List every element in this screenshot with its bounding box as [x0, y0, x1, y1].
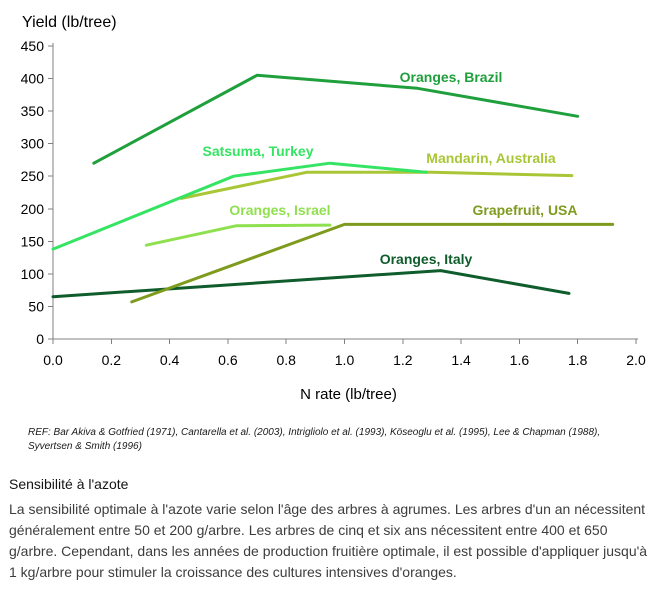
- x-axis-title: N rate (lb/tree): [300, 386, 397, 403]
- series-line-oranges-italy: [51, 269, 571, 299]
- y-tick-label: 200: [21, 201, 45, 217]
- series-label-oranges-brazil: Oranges, Brazil: [400, 69, 503, 85]
- series-label-grapefruit-usa: Grapefruit, USA: [472, 202, 577, 218]
- yield-line-chart: 0 50 100 150 200 250 300 350 400 450 0.0 0.2 0.4 0.6 0…: [21, 14, 646, 403]
- series-label-oranges-italy: Oranges, Italy: [380, 251, 473, 267]
- x-tick-label: 1.4: [451, 352, 471, 368]
- x-tick-label: 1.8: [568, 352, 588, 368]
- x-tick-label: 0.8: [276, 352, 296, 368]
- x-tick-label: 1.0: [335, 352, 355, 368]
- x-tick-label: 1.2: [393, 352, 413, 368]
- y-tick-label: 100: [21, 266, 45, 282]
- series-line-oranges-israel: [144, 223, 332, 247]
- chart-references: REF: Bar Akiva & Gotfried (1971), Cantar…: [28, 427, 601, 452]
- section-heading: Sensibilité à l'azote: [9, 476, 129, 492]
- x-tick-label: 0.4: [160, 352, 180, 368]
- series-line-mandarin-australia: [179, 170, 574, 200]
- series-label-oranges-israel: Oranges, Israel: [229, 202, 330, 218]
- y-tick-label: 0: [36, 331, 44, 347]
- y-tick-label: 150: [21, 233, 45, 249]
- y-tick-label: 350: [21, 103, 45, 119]
- series-line-grapefruit-usa: [130, 222, 615, 304]
- x-tick-label: 0.6: [218, 352, 238, 368]
- series-line-satsuma-turkey: [51, 161, 428, 251]
- x-tick-label: 1.6: [510, 352, 530, 368]
- y-tick-label: 50: [28, 298, 44, 314]
- y-tick-label: 250: [21, 168, 45, 184]
- x-tick-label: 0.2: [102, 352, 122, 368]
- x-tick-label: 0.0: [43, 352, 63, 368]
- series-label-mandarin-australia: Mandarin, Australia: [426, 150, 556, 166]
- y-tick-label: 450: [21, 38, 45, 54]
- section-paragraph: La sensibilité optimale à l'azote varie …: [9, 501, 648, 580]
- series-line-oranges-brazil: [92, 73, 580, 165]
- x-tick-label: 2.0: [626, 352, 646, 368]
- chart-title: Yield (lb/tree): [22, 14, 117, 31]
- y-tick-label: 300: [21, 136, 45, 152]
- series-label-satsuma-turkey: Satsuma, Turkey: [202, 143, 313, 159]
- y-tick-label: 400: [21, 71, 45, 87]
